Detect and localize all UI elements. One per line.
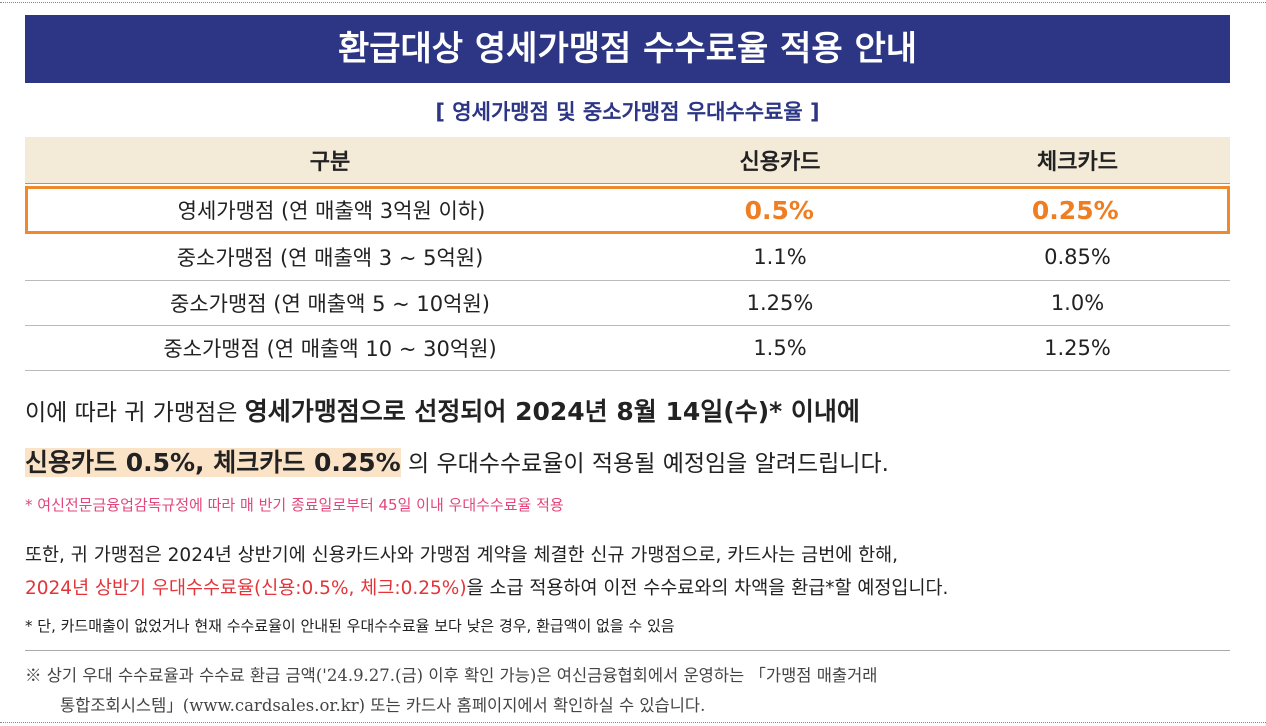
cell: 0.25% — [1031, 195, 1119, 225]
text: 이에 따라 귀 가맹점은 — [25, 400, 238, 426]
cell: 1.25% — [746, 291, 814, 315]
table-row: 중소가맹점 (연 매출액 3 ~ 5억원) 1.1% 0.85% — [25, 234, 1230, 281]
text: 을 소급 적용하여 이전 수수료와의 차액을 환급*할 예정입니다. — [466, 578, 949, 599]
paragraph-line: 또한, 귀 가맹점은 2024년 상반기에 신용카드사와 가맹점 계약을 체결한… — [25, 545, 899, 566]
bold-text: 영세가맹점으로 선정되어 2024년 8월 14일(수)* 이내에 — [244, 397, 860, 426]
table-row: 중소가맹점 (연 매출액 10 ~ 30억원) 1.5% 1.25% — [25, 326, 1230, 371]
highlight-text: 신용카드 0.5%, 체크카드 0.25% — [25, 448, 401, 477]
red-text: 2024년 상반기 우대수수료율(신용:0.5%, 체크:0.25%) — [25, 578, 467, 599]
table-row: 중소가맹점 (연 매출액 5 ~ 10억원) 1.25% 1.0% — [25, 281, 1230, 326]
cell: 중소가맹점 (연 매출액 10 ~ 30억원) — [163, 337, 497, 361]
subtitle: [ 영세가맹점 및 중소가맹점 우대수수료율 ] — [435, 100, 820, 124]
cell: 1.25% — [1044, 336, 1111, 360]
cell: 1.5% — [753, 336, 807, 360]
divider — [25, 650, 1230, 651]
cell: 0.85% — [1044, 245, 1111, 269]
dotted-border — [0, 722, 1266, 723]
notice-line: 신용카드 0.5%, 체크카드 0.25% 의 우대수수료율이 적용될 예정임을… — [25, 443, 889, 479]
text: 의 우대수수료율이 적용될 예정임을 알려드립니다. — [408, 451, 889, 477]
cell: 1.1% — [753, 245, 807, 269]
notice-line: 이에 따라 귀 가맹점은 영세가맹점으로 선정되어 2024년 8월 14일(수… — [25, 392, 860, 428]
note: * 여신전문금융업감독규정에 따라 매 반기 종료일로부터 45일 이내 우대수… — [25, 496, 564, 514]
note: * 단, 카드매출이 없었거나 현재 수수료율이 안내된 우대수수료율 보다 낮… — [25, 617, 675, 635]
header-cell: 체크카드 — [1037, 150, 1118, 175]
dotted-border — [0, 2, 1266, 3]
cell: 영세가맹점 (연 매출액 3억원 이하) — [177, 199, 486, 223]
cell: 중소가맹점 (연 매출액 5 ~ 10억원) — [170, 292, 490, 316]
title: 환급대상 영세가맹점 수수료율 적용 안내 — [25, 15, 1230, 83]
cell: 1.0% — [1050, 291, 1105, 315]
header-cell: 신용카드 — [739, 150, 821, 175]
paragraph-line: 2024년 상반기 우대수수료율(신용:0.5%, 체크:0.25%)을 소급 … — [25, 574, 948, 600]
cell: 0.5% — [744, 195, 814, 225]
header-cell: 구분 — [309, 150, 351, 175]
table-header: 구분 신용카드 체크카드 — [25, 137, 1230, 184]
table-row-highlight: 영세가맹점 (연 매출액 3억원 이하) 0.5% 0.25% — [25, 186, 1230, 234]
footnote-line: ※ 상기 우대 수수료율과 수수료 환급 금액('24.9.27.(금) 이후 … — [25, 666, 878, 685]
footnote-line: 통합조회시스템」(www.cardsales.or.kr) 또는 카드사 홈페이… — [60, 696, 706, 715]
cell: 중소가맹점 (연 매출액 3 ~ 5억원) — [176, 246, 484, 270]
